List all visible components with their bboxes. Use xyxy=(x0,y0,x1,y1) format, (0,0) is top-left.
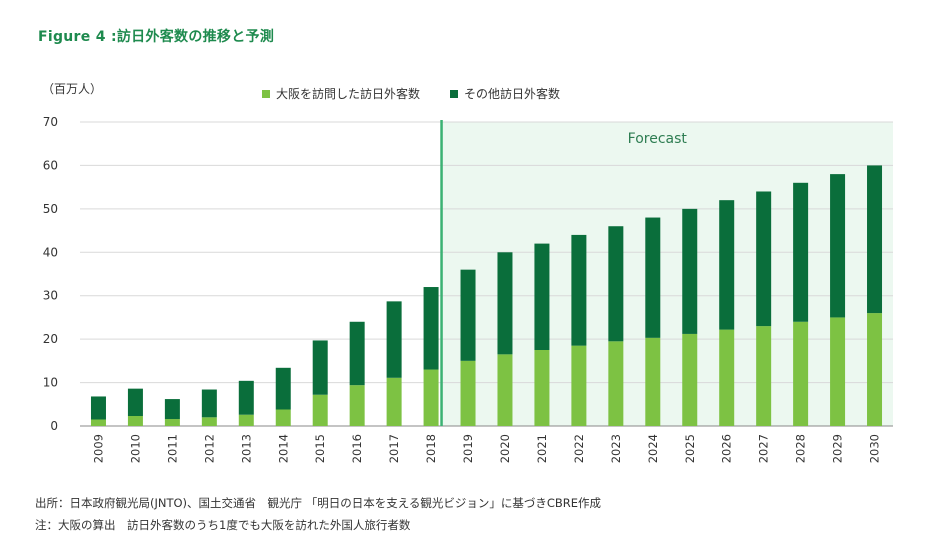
legend-label-osaka: 大阪を訪問した訪日外客数 xyxy=(276,87,421,101)
legend-swatch-osaka xyxy=(262,89,270,98)
bar-osaka-2021 xyxy=(534,350,550,426)
x-tick-label: 2012 xyxy=(202,434,216,463)
chart-title: Figure 4 :訪日外客数の推移と予測 xyxy=(38,29,275,45)
x-tick-label: 2022 xyxy=(572,434,586,463)
bar-other-2009 xyxy=(90,396,106,420)
bar-osaka-2023 xyxy=(608,341,624,426)
footnotes: 出所：日本政府観光局(JNTO)、国土交通省 観光庁 「明日の日本を支える観光ビ… xyxy=(35,492,601,536)
bar-osaka-2026 xyxy=(719,329,735,426)
y-tick-label: 70 xyxy=(43,115,58,129)
x-tick-label: 2010 xyxy=(128,434,142,463)
bar-other-2016 xyxy=(349,321,365,386)
legend-swatch-other xyxy=(450,89,459,98)
x-tick-label: 2015 xyxy=(313,434,327,463)
bar-osaka-2013 xyxy=(238,414,254,426)
legend-label-other: その他訪日外客数 xyxy=(464,87,561,101)
y-tick-label: 60 xyxy=(43,158,58,172)
bar-osaka-2030 xyxy=(867,313,883,426)
bar-other-2014 xyxy=(275,367,291,410)
x-tick-label: 2011 xyxy=(165,434,179,463)
x-tick-label: 2025 xyxy=(683,434,697,463)
bar-osaka-2024 xyxy=(645,337,661,426)
bar-other-2021 xyxy=(534,243,550,350)
x-tick-label: 2024 xyxy=(646,434,660,463)
bar-osaka-2022 xyxy=(571,345,587,426)
legend-item-osaka: 大阪を訪問した訪日外客数 xyxy=(262,85,420,102)
bar-other-2025 xyxy=(682,208,698,334)
bar-other-2011 xyxy=(164,399,180,420)
x-tick-label: 2016 xyxy=(350,434,364,463)
legend-item-other: その他訪日外客数 xyxy=(450,85,560,102)
x-tick-label: 2023 xyxy=(609,434,623,463)
x-tick-label: 2021 xyxy=(535,434,549,463)
bar-other-2019 xyxy=(460,269,476,361)
y-axis-unit-label: （百万人） xyxy=(42,82,103,96)
calculation-note: 注：大阪の算出 訪日外客数のうち1度でも大阪を訪れた外国人旅行者数 xyxy=(35,518,411,532)
source-note: 出所：日本政府観光局(JNTO)、国土交通省 観光庁 「明日の日本を支える観光ビ… xyxy=(35,496,602,510)
bar-osaka-2027 xyxy=(756,326,772,426)
x-tick-label: 2026 xyxy=(720,434,734,463)
x-tick-label: 2030 xyxy=(868,434,882,463)
forecast-region xyxy=(441,122,893,426)
bar-osaka-2014 xyxy=(275,409,291,426)
bar-osaka-2012 xyxy=(201,417,217,426)
bar-other-2028 xyxy=(793,182,809,322)
bar-osaka-2018 xyxy=(423,369,439,426)
bar-other-2012 xyxy=(201,389,217,418)
bar-other-2023 xyxy=(608,226,624,342)
bar-osaka-2009 xyxy=(90,419,106,426)
x-tick-label: 2028 xyxy=(794,434,808,463)
x-tick-label: 2019 xyxy=(461,434,475,463)
bar-osaka-2011 xyxy=(164,419,180,426)
y-tick-label: 20 xyxy=(43,332,58,346)
y-tick-label: 10 xyxy=(43,376,58,390)
bar-other-2030 xyxy=(867,165,883,314)
bar-osaka-2025 xyxy=(682,333,698,426)
x-tick-label: 2029 xyxy=(831,434,845,463)
bar-osaka-2029 xyxy=(830,317,846,426)
x-tick-label: 2018 xyxy=(424,434,438,463)
bar-other-2015 xyxy=(312,340,328,395)
bar-osaka-2017 xyxy=(386,377,402,426)
x-tick-label: 2013 xyxy=(239,434,253,463)
x-tick-label: 2014 xyxy=(276,434,290,463)
bar-osaka-2010 xyxy=(127,416,143,426)
legend: 大阪を訪問した訪日外客数 その他訪日外客数 xyxy=(262,85,560,102)
x-tick-label: 2009 xyxy=(91,434,105,463)
bar-other-2027 xyxy=(756,191,772,327)
bar-osaka-2028 xyxy=(793,321,809,426)
bar-other-2026 xyxy=(719,200,735,330)
bar-other-2029 xyxy=(830,174,846,318)
y-tick-label: 40 xyxy=(43,245,58,259)
y-tick-label: 50 xyxy=(43,202,58,216)
bar-other-2010 xyxy=(127,388,143,417)
y-tick-label: 30 xyxy=(43,289,58,303)
bar-other-2024 xyxy=(645,217,661,338)
bar-other-2013 xyxy=(238,380,254,415)
bar-other-2022 xyxy=(571,234,587,346)
bar-osaka-2019 xyxy=(460,360,476,426)
y-tick-label: 0 xyxy=(50,419,58,433)
bar-osaka-2016 xyxy=(349,385,365,426)
forecast-label: Forecast xyxy=(628,131,688,147)
x-tick-label: 2017 xyxy=(387,434,401,463)
bar-osaka-2015 xyxy=(312,394,328,426)
bar-other-2020 xyxy=(497,252,513,355)
x-tick-label: 2027 xyxy=(757,434,771,463)
x-tick-label: 2020 xyxy=(498,434,512,463)
bar-osaka-2020 xyxy=(497,354,513,426)
bar-other-2018 xyxy=(423,287,439,370)
bar-other-2017 xyxy=(386,301,402,378)
